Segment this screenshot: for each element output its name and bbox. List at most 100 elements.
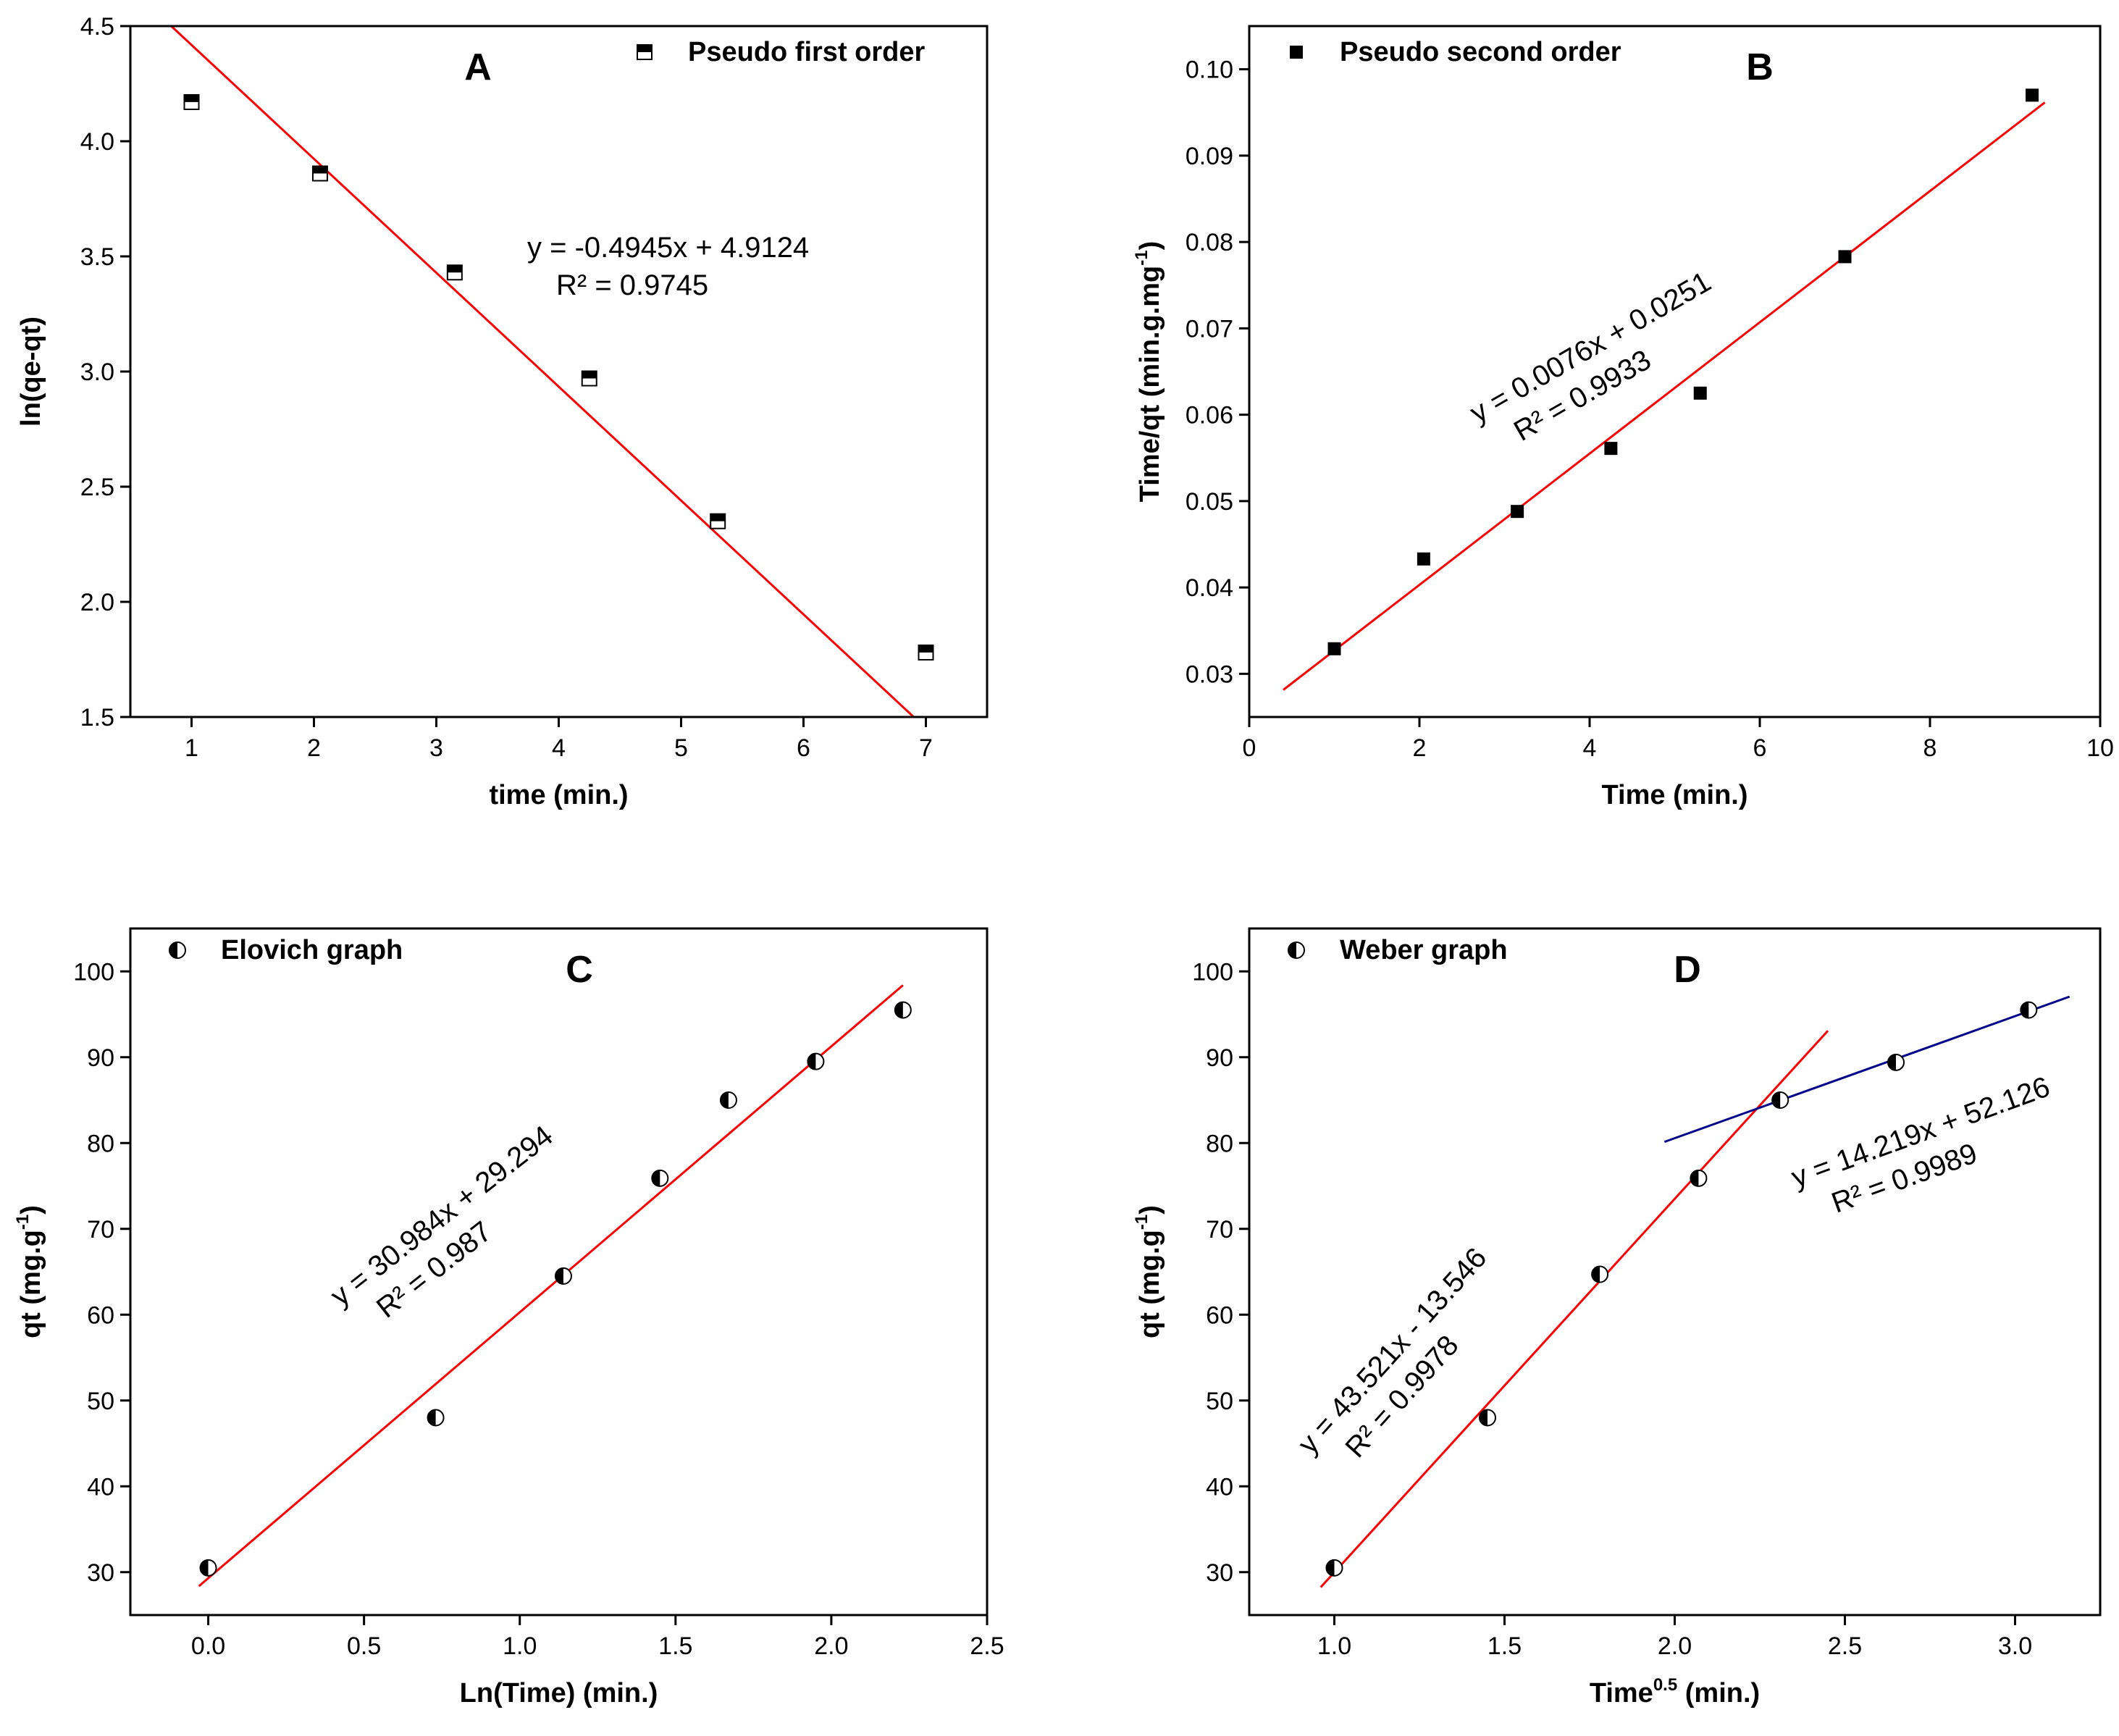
data-point <box>1771 1091 1789 1109</box>
y-tick-label: 100 <box>73 958 114 986</box>
y-tick-label: 0.09 <box>1186 143 1233 170</box>
data-point <box>1838 250 1852 264</box>
plot-frame <box>1248 25 2102 718</box>
fit-line-1 <box>1283 101 2046 691</box>
x-tick-label: 2.0 <box>1658 1632 1692 1660</box>
legend-marker <box>637 44 653 60</box>
data-point <box>427 1409 445 1427</box>
y-axis-label: ln(qe-qt) <box>16 316 46 427</box>
data-point <box>1604 442 1618 456</box>
legend-marker <box>169 942 186 959</box>
panel-c: 0.0 0.5 1.0 1.5 2.0 2.5 30 40 50 60 70 80 90 100 Ln(Ti… <box>13 927 1004 1708</box>
y-tick-label: 50 <box>87 1388 114 1415</box>
y-tick-label: 40 <box>87 1473 114 1501</box>
data-point <box>1479 1409 1496 1427</box>
data-point <box>1325 1559 1343 1577</box>
panel-letter: D <box>1674 949 1701 991</box>
fit-line-1 <box>169 26 915 717</box>
y-axis-label: Time/qt (min.g.mg-1) <box>1132 241 1165 503</box>
y-tick-label: 3.0 <box>80 358 114 386</box>
x-axis-label: Ln(Time) (min.) <box>460 1678 658 1708</box>
y-tick-label: 80 <box>87 1130 114 1157</box>
y-tick-label: 80 <box>1206 1130 1233 1157</box>
data-point <box>807 1052 825 1070</box>
x-tick-label: 2.5 <box>1828 1632 1862 1660</box>
y-tick-label: 4.0 <box>80 128 114 156</box>
data-point <box>1690 1169 1708 1187</box>
y-tick-label: 60 <box>87 1301 114 1329</box>
y-tick-label: 2.5 <box>80 474 114 501</box>
x-tick-label: 2.0 <box>814 1632 848 1660</box>
data-point <box>446 264 463 281</box>
legend-label: Pseudo first order <box>688 37 925 67</box>
y-tick-label: 70 <box>1206 1216 1233 1244</box>
y-tick-label: 30 <box>87 1559 114 1587</box>
x-tick-label: 2 <box>1413 734 1427 762</box>
fit-line-2 <box>1663 995 2070 1144</box>
y-tick-label: 70 <box>87 1216 114 1244</box>
x-tick-label: 6 <box>797 734 810 762</box>
fit-equation: y = -0.4945x + 4.9124 <box>527 232 809 264</box>
data-point <box>1591 1265 1609 1283</box>
panel-b: 0 2 4 6 8 10 0.03 0.04 0.05 0.06 0.07 0.08 0.09 0.10 T… <box>1132 25 2114 810</box>
x-tick-label: 0.5 <box>347 1632 381 1660</box>
data-point <box>2020 1001 2038 1019</box>
legend-marker <box>1290 46 1303 59</box>
y-tick-label: 0.10 <box>1186 56 1233 84</box>
x-tick-label: 2 <box>307 734 321 762</box>
y-axis-label: qt (mg.g-1) <box>1132 1205 1165 1338</box>
legend-label: Weber graph <box>1340 935 1508 965</box>
x-tick-label: 0.0 <box>191 1632 225 1660</box>
y-tick-label: 1.5 <box>80 704 114 731</box>
y-tick-label: 0.07 <box>1186 315 1233 343</box>
x-axis-label: Time0.5 (min.) <box>1590 1675 1760 1708</box>
x-tick-label: 1.5 <box>658 1632 692 1660</box>
x-tick-label: 7 <box>919 734 933 762</box>
x-tick-label: 1.0 <box>503 1632 537 1660</box>
plot-frame <box>129 25 989 718</box>
y-tick-label: 4.5 <box>80 13 114 41</box>
panel-d: 1.0 1.5 2.0 2.5 3.0 30 40 50 60 70 80 90 100 Time0.5 … <box>1132 927 2102 1708</box>
x-tick-label: 3 <box>429 734 443 762</box>
x-tick-label: 8 <box>1923 734 1937 762</box>
data-point <box>199 1559 217 1577</box>
x-tick-label: 3.0 <box>1998 1632 2032 1660</box>
x-tick-label: 2.5 <box>970 1632 1004 1660</box>
y-tick-label: 30 <box>1206 1559 1233 1587</box>
y-tick-label: 2.0 <box>80 589 114 616</box>
x-tick-label: 0 <box>1243 734 1256 762</box>
x-tick-label: 1.0 <box>1317 1632 1351 1660</box>
plot-frame <box>129 927 989 1617</box>
legend-label: Elovich graph <box>221 935 403 965</box>
panel-letter: C <box>566 949 593 991</box>
y-tick-label: 50 <box>1206 1388 1233 1415</box>
data-point <box>710 513 726 529</box>
data-point <box>719 1091 737 1109</box>
x-tick-label: 4 <box>1583 734 1597 762</box>
legend-label: Pseudo second order <box>1340 37 1621 67</box>
y-axis-label: qt (mg.g-1) <box>13 1205 46 1338</box>
data-point <box>1693 386 1707 400</box>
y-tick-label: 100 <box>1192 958 1233 986</box>
data-point <box>1511 505 1524 519</box>
y-tick-label: 0.04 <box>1186 574 1233 602</box>
x-tick-label: 10 <box>2086 734 2114 762</box>
data-point <box>918 644 934 661</box>
y-tick-label: 90 <box>87 1044 114 1072</box>
fit-line-1 <box>1319 1030 1829 1588</box>
data-point <box>1887 1053 1905 1071</box>
x-tick-label: 1 <box>185 734 198 762</box>
data-point <box>1417 552 1430 566</box>
y-tick-label: 0.03 <box>1186 661 1233 688</box>
data-point <box>581 370 597 387</box>
panel-a: 1 2 3 4 5 6 7 1.5 2.0 2.5 3.0 3.5 4.0 4.5 time (min.) l… <box>16 13 989 810</box>
x-axis-label: time (min.) <box>489 780 628 810</box>
y-tick-label: 0.05 <box>1186 488 1233 516</box>
panel-letter: A <box>464 46 492 88</box>
legend-marker <box>1288 942 1305 959</box>
